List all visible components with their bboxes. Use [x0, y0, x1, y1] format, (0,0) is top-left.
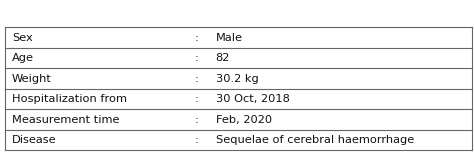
Text: Male: Male — [216, 33, 243, 43]
Bar — [5, 48, 472, 68]
Bar — [5, 109, 472, 130]
Text: Sex: Sex — [12, 33, 33, 43]
Text: Feb, 2020: Feb, 2020 — [216, 115, 272, 125]
Text: :: : — [195, 115, 199, 125]
Text: Sequelae of cerebral haemorrhage: Sequelae of cerebral haemorrhage — [216, 135, 414, 145]
Bar — [5, 27, 472, 48]
Text: Measurement time: Measurement time — [12, 115, 119, 125]
Bar — [5, 68, 472, 89]
Text: :: : — [195, 53, 199, 63]
Text: :: : — [195, 94, 199, 104]
Bar — [5, 130, 472, 150]
Text: Weight: Weight — [12, 74, 52, 84]
Bar — [5, 89, 472, 109]
Text: 82: 82 — [216, 53, 230, 63]
Text: :: : — [195, 33, 199, 43]
Text: Age: Age — [12, 53, 34, 63]
Text: 30 Oct, 2018: 30 Oct, 2018 — [216, 94, 290, 104]
Text: Disease: Disease — [12, 135, 56, 145]
Text: 30.2 kg: 30.2 kg — [216, 74, 258, 84]
Text: Hospitalization from: Hospitalization from — [12, 94, 127, 104]
Text: :: : — [195, 135, 199, 145]
Text: :: : — [195, 74, 199, 84]
